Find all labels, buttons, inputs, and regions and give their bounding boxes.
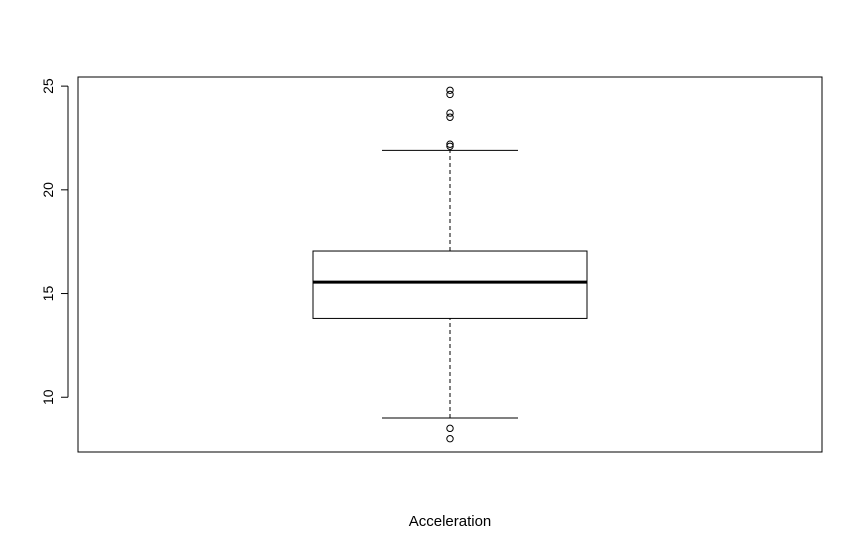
- outlier-point-2: [446, 142, 454, 150]
- plot-frame: [77, 76, 823, 453]
- outlier-point-6: [446, 90, 454, 99]
- y-tick-label-15: 15: [40, 286, 56, 302]
- outlier-point-4: [446, 113, 454, 121]
- outlier-point-5: [446, 109, 454, 117]
- box-group: [312, 149, 588, 419]
- iqr-box: [312, 250, 588, 319]
- y-tick-label-20: 20: [40, 182, 56, 198]
- outlier-point-0: [446, 435, 454, 443]
- outlier-point-3: [446, 140, 454, 148]
- x-axis-label: Acceleration: [409, 513, 492, 530]
- outlier-point-1: [446, 424, 454, 433]
- y-axis: 10 15 20 25: [40, 78, 69, 405]
- y-tick-label-25: 25: [40, 78, 56, 94]
- outlier-group: [446, 86, 454, 443]
- y-tick-label-10: 10: [40, 389, 56, 405]
- outlier-point-7: [446, 86, 454, 94]
